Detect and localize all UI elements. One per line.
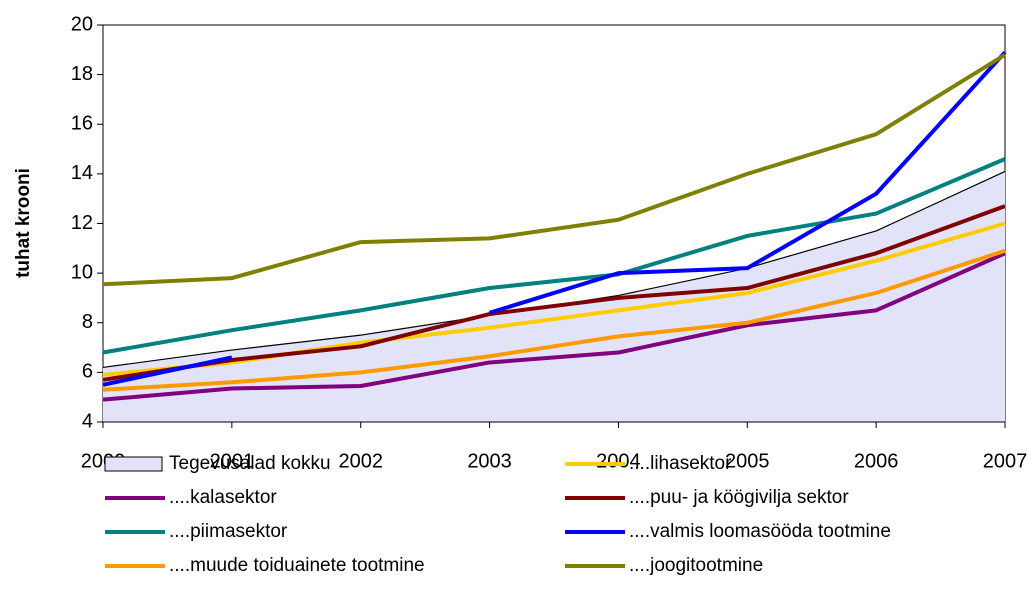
legend-label: ....kalasektor	[169, 487, 277, 508]
x-tick-label: 2002	[338, 450, 383, 472]
legend-label: ....piimasektor	[169, 521, 288, 542]
line	[102, 251, 1006, 402]
x-tick-label: 2006	[854, 450, 899, 472]
legend-label: ....puu- ja köögivilja sektor	[629, 487, 849, 508]
area	[103, 171, 1005, 422]
y-tick-label: 18	[71, 63, 93, 85]
y-tick-label: 12	[71, 212, 93, 234]
legend-label: ....lihasektor	[629, 453, 732, 474]
x-tick-label: 2001	[210, 450, 255, 472]
y-axis-label: tuhat krooni	[13, 168, 34, 278]
y-tick-label: 16	[71, 113, 93, 135]
legend-swatch	[104, 456, 163, 472]
line	[102, 248, 1006, 392]
y-tick-label: 4	[82, 410, 93, 432]
line	[102, 53, 1007, 287]
y-tick-label: 14	[71, 162, 93, 184]
line	[102, 204, 1006, 382]
legend-label: ....valmis loomasööda tootmine	[629, 521, 891, 542]
legend-label: ....joogitootmine	[629, 555, 763, 576]
y-tick-label: 6	[82, 361, 93, 383]
legend-label: Tegevusalad kokku	[169, 453, 331, 474]
line	[102, 50, 1007, 387]
x-tick-label: 2007	[983, 450, 1028, 472]
legend-label: ....muude toiduainete tootmine	[169, 555, 425, 576]
y-tick-label: 8	[82, 311, 93, 333]
y-tick-label: 10	[71, 261, 93, 283]
x-tick-label: 2003	[467, 450, 512, 472]
line	[102, 157, 1006, 355]
x-tick-label: 2004	[596, 450, 641, 472]
x-tick-label: 2005	[725, 450, 770, 472]
y-tick-label: 20	[71, 13, 93, 35]
